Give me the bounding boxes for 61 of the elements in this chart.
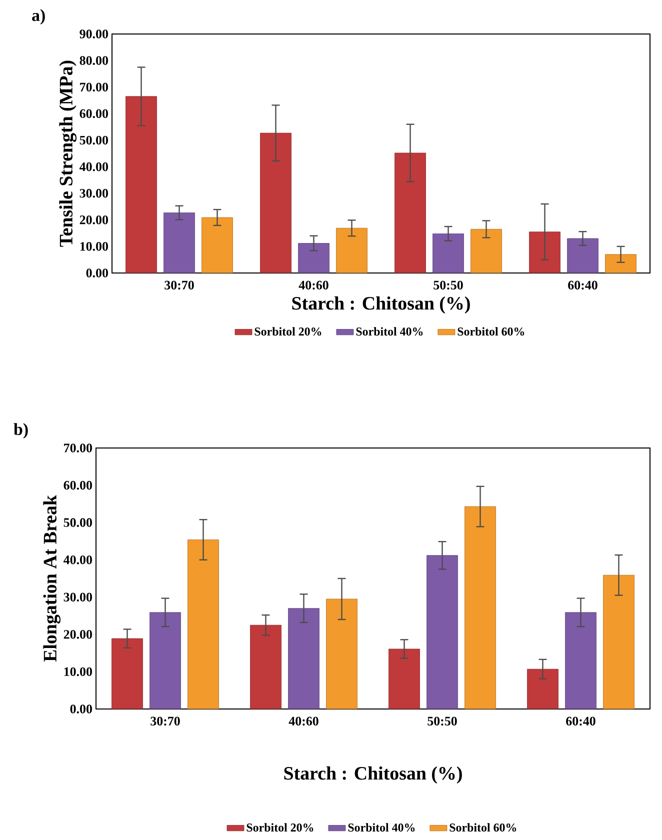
x-tick-label: 30:70 — [164, 280, 194, 290]
y-tick-label: 20.00 — [64, 630, 92, 639]
legend-label: Sorbitol 60% — [458, 327, 524, 336]
bar — [565, 612, 596, 709]
chart-title: a) — [32, 9, 45, 25]
x-tick-label: 50:50 — [428, 716, 457, 726]
y-tick-label: 40.00 — [80, 162, 108, 172]
y-tick-label: 0.00 — [70, 704, 92, 714]
x-tick-label: 40:60 — [298, 280, 328, 290]
bar — [250, 624, 282, 709]
bar — [605, 254, 636, 273]
bar — [326, 598, 358, 709]
bar — [336, 228, 368, 273]
x-tick-label: 40:60 — [288, 716, 318, 726]
bar — [112, 638, 143, 709]
y-tick-label: 50.00 — [64, 518, 92, 527]
bar — [188, 540, 219, 709]
x-axis-title: Starch : Chitosan (%) — [284, 766, 462, 784]
bar — [298, 243, 330, 273]
y-tick-label: 30.00 — [80, 188, 108, 198]
y-tick-label: 50.00 — [80, 136, 108, 145]
y-tick-label: 70.00 — [64, 444, 92, 452]
y-tick-label: 60.00 — [80, 109, 108, 118]
bar — [464, 506, 496, 709]
bar — [470, 228, 502, 273]
legend-label: Sorbitol 40% — [356, 327, 423, 336]
legend-label: Sorbitol 40% — [348, 823, 415, 832]
bar — [260, 132, 292, 273]
x-tick-label: 60:40 — [566, 716, 596, 726]
y-tick-label: 30.00 — [64, 592, 92, 602]
y-tick-label: 20.00 — [80, 215, 108, 224]
y-tick-label: 10.00 — [80, 242, 108, 251]
y-tick-label: 60.00 — [64, 480, 92, 490]
x-tick-label: 50:50 — [434, 280, 463, 290]
y-tick-label: 90.00 — [80, 30, 108, 38]
bar — [426, 555, 458, 709]
chart-title: b) — [14, 423, 28, 439]
bar — [202, 217, 233, 273]
bar — [394, 152, 426, 273]
y-tick-label: 70.00 — [80, 82, 108, 92]
bar — [388, 648, 420, 709]
bar — [126, 96, 157, 273]
x-tick-label: 30:70 — [150, 716, 180, 726]
x-tick-label: 60:40 — [568, 280, 598, 290]
y-tick-label: 80.00 — [80, 56, 108, 65]
y-axis-title: Elongation At Break — [43, 495, 60, 662]
y-axis-title: Tensile Strength (MPa) — [59, 60, 76, 247]
bar — [150, 612, 181, 709]
legend-label: Sorbitol 20% — [254, 327, 322, 336]
x-axis-title: Starch : Chitosan (%) — [292, 296, 470, 314]
bar — [603, 574, 634, 709]
y-tick-label: 0.00 — [86, 268, 108, 278]
bar — [432, 233, 464, 273]
bar — [567, 238, 598, 273]
bar — [288, 608, 320, 709]
bar — [164, 212, 195, 273]
y-tick-label: 10.00 — [64, 667, 92, 676]
legend-label: Sorbitol 60% — [450, 823, 516, 832]
y-tick-label: 40.00 — [64, 555, 92, 564]
bar — [527, 668, 558, 709]
legend-label: Sorbitol 20% — [246, 823, 314, 832]
